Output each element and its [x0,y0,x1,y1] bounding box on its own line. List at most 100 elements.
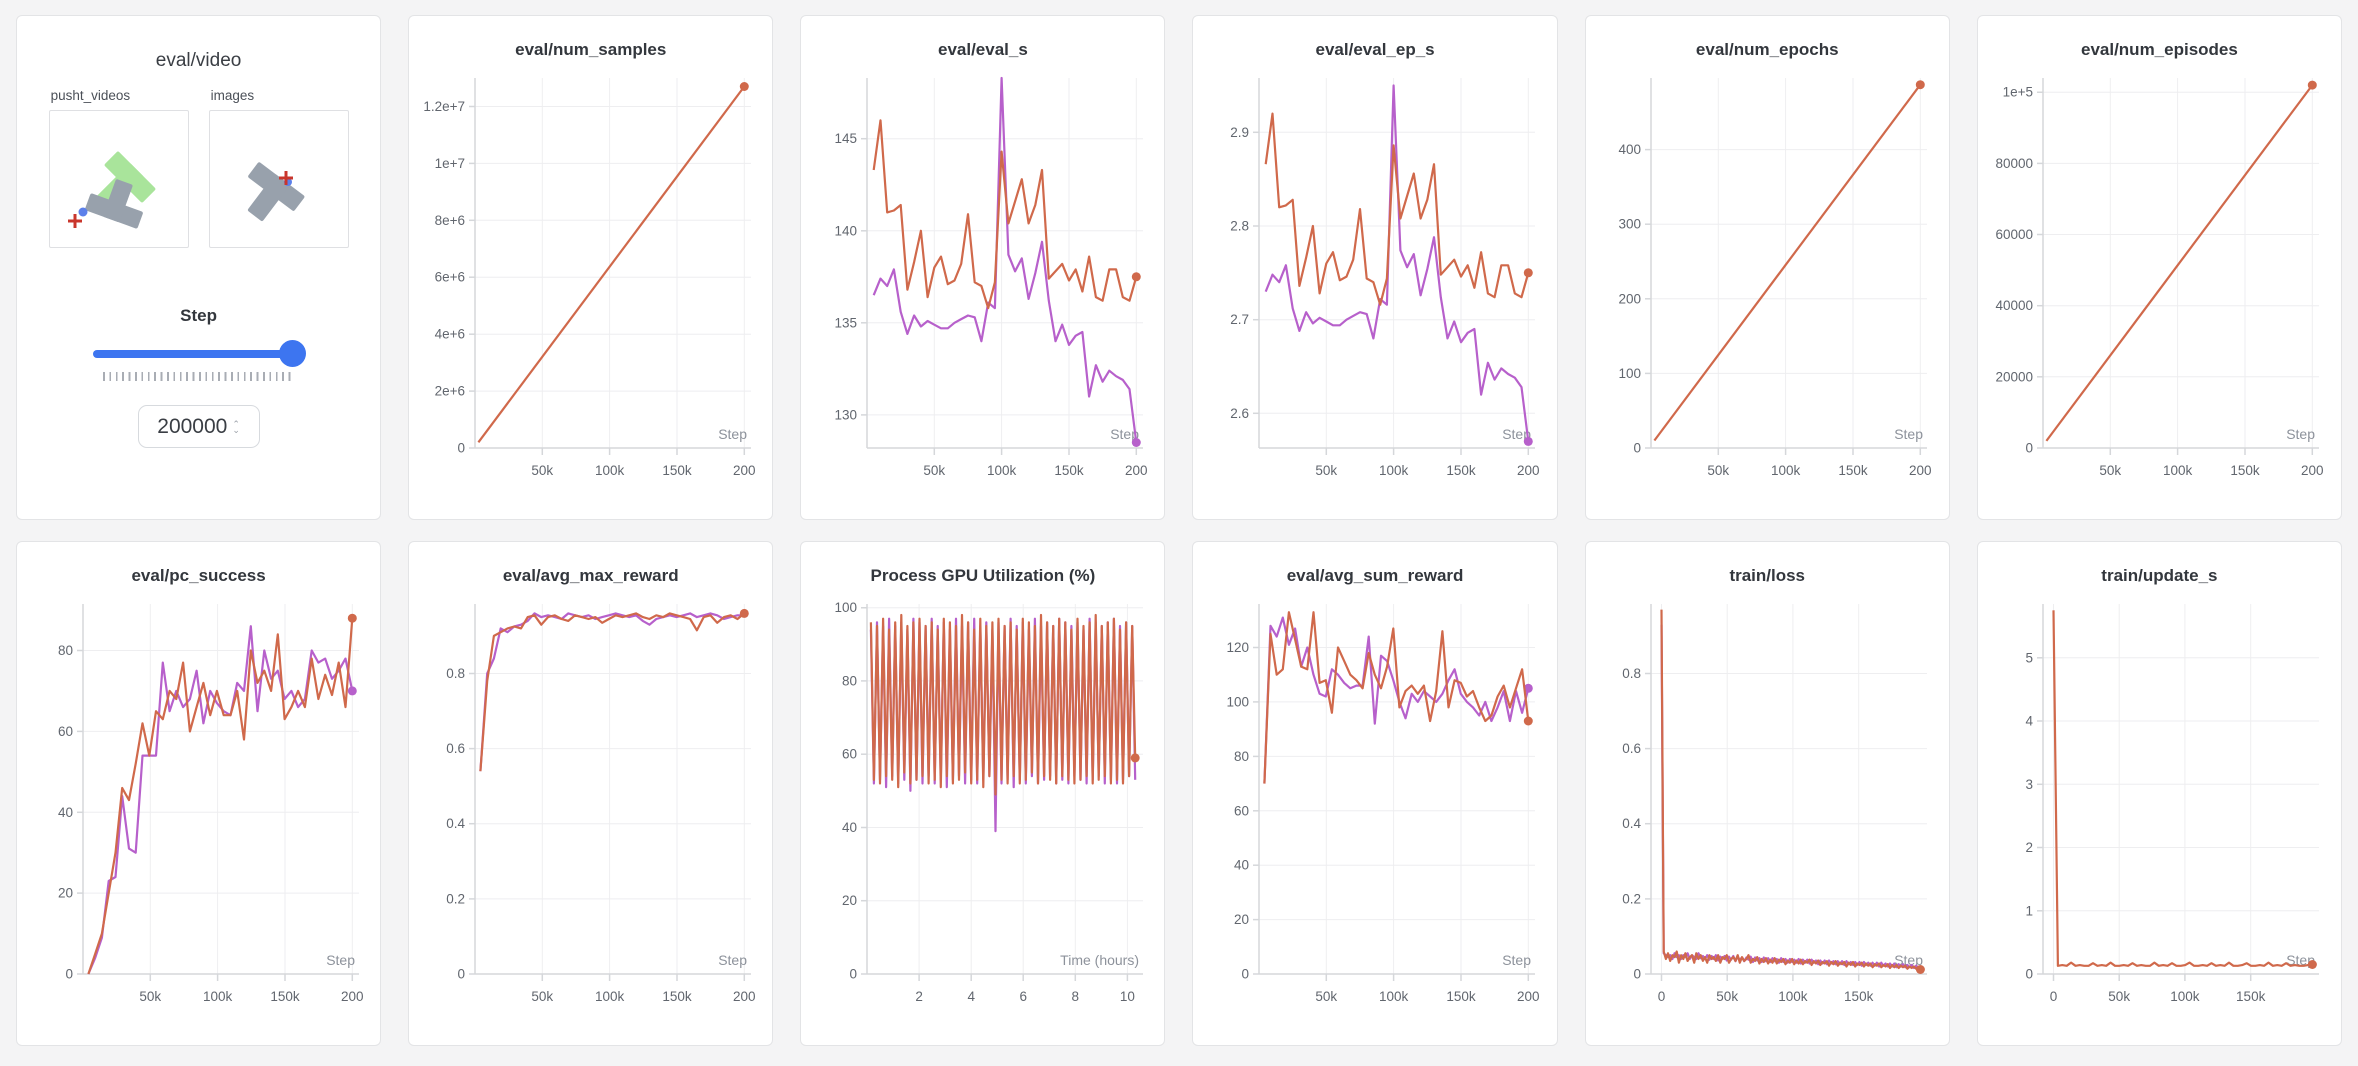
target-cross-icon [67,214,82,228]
svg-text:2.9: 2.9 [1230,125,1249,140]
step-value[interactable]: 200000 [157,414,228,438]
svg-text:20000: 20000 [1996,369,2034,384]
panel-eval-num-samples[interactable]: eval/num_samples 0 2e+6 4e+6 6e+6 8e+6 1e+7 1.… [408,15,774,520]
svg-text:8e+6: 8e+6 [434,213,464,228]
step-slider-handle[interactable] [278,340,306,367]
media-thumbnails: pusht_videos [17,88,380,248]
svg-text:20: 20 [58,886,73,901]
step-number-input[interactable]: 200000 ⌃ ⌄ [137,405,260,448]
gray-tee-shape [247,162,304,221]
svg-text:400: 400 [1619,142,1642,157]
panel-eval-avg-max-reward[interactable]: eval/avg_max_reward 0 0.2 0.4 0.6 0.8 50k 100k… [408,541,774,1046]
svg-text:140: 140 [834,223,857,238]
svg-text:0: 0 [457,967,465,982]
svg-text:Time (hours): Time (hours) [1060,952,1139,968]
step-stepper[interactable]: ⌃ ⌄ [232,418,240,435]
svg-text:100k: 100k [2171,989,2201,1004]
svg-text:Step: Step [1502,426,1531,442]
svg-text:0.4: 0.4 [1622,816,1641,831]
svg-text:40: 40 [1234,858,1249,873]
media-panel-title: eval/video [155,50,242,71]
svg-text:80: 80 [842,673,857,688]
svg-text:1e+5: 1e+5 [2003,85,2033,100]
svg-text:0: 0 [1658,989,1666,1004]
chart-canvas[interactable]: 0 100 200 300 400 50k 100k 150k 200 Step [1595,66,1939,498]
svg-text:135: 135 [834,315,857,330]
svg-text:5: 5 [2026,650,2034,665]
panel-eval-num-episodes[interactable]: eval/num_episodes 0 20000 40000 60000 80000 1… [1976,15,2342,520]
stepper-up-icon[interactable]: ⌃ [232,418,240,429]
svg-text:20: 20 [842,893,857,908]
images-thumbnail[interactable] [208,110,349,248]
svg-text:0: 0 [2026,441,2034,456]
chart-canvas[interactable]: 0 20 40 60 80 50k 100k 150k 200 Step [27,592,371,1024]
step-slider-track[interactable] [92,350,305,358]
svg-text:150k: 150k [2236,989,2266,1004]
panel-train-update-s[interactable]: train/update_s 0 1 2 3 4 5 0 50k 100k 150k Step [1976,541,2342,1046]
chart-title: eval/num_samples [515,40,667,59]
panel-gpu-utilization[interactable]: Process GPU Utilization (%) 0 20 40 60 80 100… [800,541,1166,1046]
chart-canvas[interactable]: 0 2e+6 4e+6 6e+6 8e+6 1e+7 1.2e+7 50k 100k 150k 20… [419,66,763,498]
svg-text:0: 0 [1634,967,1642,982]
stepper-down-icon[interactable]: ⌄ [232,424,240,435]
panel-eval-avg-sum-reward[interactable]: eval/avg_sum_reward 0 20 40 60 80 100 120 50k 10… [1192,541,1558,1046]
panel-eval-pc-success[interactable]: eval/pc_success 0 20 40 60 80 50k 100k 150k 200 S… [16,541,382,1046]
svg-text:145: 145 [834,131,857,146]
pusht-video-thumbnail[interactable] [48,110,189,248]
svg-text:2: 2 [915,989,923,1004]
svg-text:3: 3 [2026,777,2034,792]
svg-text:100: 100 [1619,366,1642,381]
panel-eval-num-epochs[interactable]: eval/num_epochs 0 100 200 300 400 50k 100k 150k… [1584,15,1950,520]
svg-text:60: 60 [842,747,857,762]
panel-train-loss[interactable]: train/loss 0 0.2 0.4 0.6 0.8 0 50k 100k 150k Step [1584,541,1950,1046]
chart-canvas[interactable]: 0 20 40 60 80 100 120 50k 100k 150k 200 Step [1203,592,1547,1024]
chart-title: train/update_s [2101,566,2218,585]
svg-text:0: 0 [2050,989,2058,1004]
panel-eval-eval-ep-s[interactable]: eval/eval_ep_s 2.6 2.7 2.8 2.9 50k 100k 150k 20… [1192,15,1558,520]
svg-text:150k: 150k [270,989,300,1004]
svg-text:100k: 100k [2163,463,2193,478]
svg-text:0.6: 0.6 [1622,741,1641,756]
step-slider[interactable] [92,340,306,367]
svg-text:1.2e+7: 1.2e+7 [423,99,465,114]
svg-text:6: 6 [1019,989,1027,1004]
svg-text:0: 0 [1634,441,1642,456]
svg-text:50k: 50k [1708,463,1730,478]
svg-text:100k: 100k [203,989,233,1004]
svg-text:300: 300 [1619,217,1642,232]
step-slider-ruler [103,372,291,381]
svg-text:Step: Step [1894,952,1923,968]
svg-text:50k: 50k [531,463,553,478]
svg-text:0: 0 [65,967,73,982]
svg-text:100k: 100k [1379,463,1409,478]
svg-text:40: 40 [842,820,857,835]
svg-text:50k: 50k [139,989,161,1004]
svg-text:150k: 150k [1054,463,1084,478]
chart-canvas[interactable]: 0 20000 40000 60000 80000 1e+5 50k 100k 150k 200 S… [1987,66,2331,498]
chart-canvas[interactable]: 0 20 40 60 80 100 2 4 6 8 10 Time (hours) [811,592,1155,1024]
svg-text:Step: Step [2287,426,2316,442]
chart-canvas[interactable]: 0 0.2 0.4 0.6 0.8 0 50k 100k 150k Step [1595,592,1939,1024]
svg-text:50k: 50k [531,989,553,1004]
media-caption: images [210,88,255,103]
svg-text:200: 200 [1517,463,1540,478]
chart-canvas[interactable]: 130 135 140 145 50k 100k 150k 200 Step [811,66,1155,498]
svg-text:0.2: 0.2 [1622,891,1641,906]
svg-text:130: 130 [834,407,857,422]
svg-text:200: 200 [1517,989,1540,1004]
chart-canvas[interactable]: 0 0.2 0.4 0.6 0.8 50k 100k 150k 200 Step [419,592,763,1024]
chart-canvas[interactable]: 2.6 2.7 2.8 2.9 50k 100k 150k 200 Step [1203,66,1547,498]
chart-title: eval/eval_ep_s [1315,40,1435,59]
svg-text:20: 20 [1234,912,1249,927]
svg-text:150k: 150k [662,989,692,1004]
svg-text:200: 200 [341,989,364,1004]
svg-text:50k: 50k [923,463,945,478]
panel-eval-eval-s[interactable]: eval/eval_s 130 135 140 145 50k 100k 150k 200 St… [800,15,1166,520]
panel-eval-video[interactable]: eval/video pusht_videos [16,15,382,520]
svg-text:150k: 150k [662,463,692,478]
chart-title: eval/avg_sum_reward [1286,566,1464,585]
svg-text:50k: 50k [1315,463,1337,478]
svg-text:6e+6: 6e+6 [434,270,464,285]
chart-title: eval/num_epochs [1695,40,1839,59]
